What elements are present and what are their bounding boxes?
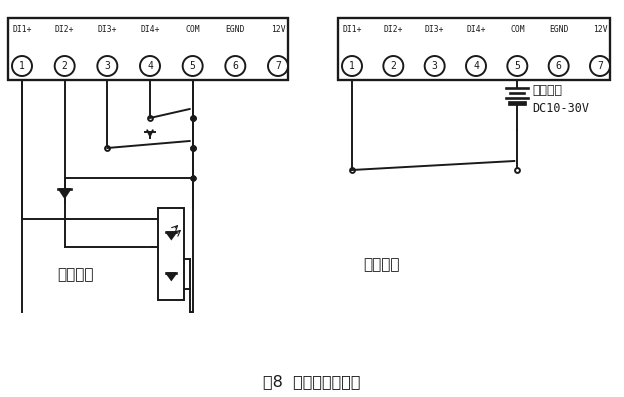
Circle shape: [140, 56, 160, 76]
Circle shape: [590, 56, 610, 76]
Polygon shape: [167, 273, 176, 280]
Text: 3: 3: [432, 61, 437, 71]
Text: COM: COM: [510, 25, 525, 34]
Text: DC10-30V: DC10-30V: [532, 102, 589, 114]
Text: 无源接点: 无源接点: [57, 268, 93, 283]
Circle shape: [97, 56, 117, 76]
Text: 2: 2: [62, 61, 67, 71]
Text: 2: 2: [391, 61, 396, 71]
Text: 7: 7: [275, 61, 281, 71]
Bar: [158, 208, 184, 300]
Polygon shape: [167, 232, 176, 239]
Text: 有源接点: 有源接点: [364, 258, 400, 272]
Text: 1: 1: [349, 61, 355, 71]
Text: DI4+: DI4+: [140, 25, 160, 34]
Circle shape: [548, 56, 568, 76]
Circle shape: [425, 56, 445, 76]
Text: 5: 5: [190, 61, 195, 71]
Text: 4: 4: [473, 61, 479, 71]
Text: 图8  开关量输入连接: 图8 开关量输入连接: [263, 374, 361, 389]
Circle shape: [383, 56, 403, 76]
Text: DI3+: DI3+: [425, 25, 444, 34]
Text: DI3+: DI3+: [97, 25, 117, 34]
Text: COM: COM: [185, 25, 200, 34]
Circle shape: [342, 56, 362, 76]
Text: DI1+: DI1+: [342, 25, 362, 34]
Text: DI2+: DI2+: [384, 25, 403, 34]
Circle shape: [507, 56, 527, 76]
Text: 3: 3: [104, 61, 110, 71]
Text: 12V: 12V: [593, 25, 607, 34]
Text: DI1+: DI1+: [12, 25, 32, 34]
Polygon shape: [59, 189, 71, 197]
Text: 7: 7: [597, 61, 603, 71]
Text: 5: 5: [514, 61, 520, 71]
Text: DI2+: DI2+: [55, 25, 74, 34]
Text: 外给电源: 外给电源: [532, 83, 562, 96]
Text: EGND: EGND: [226, 25, 245, 34]
Text: EGND: EGND: [549, 25, 568, 34]
Text: 4: 4: [147, 61, 153, 71]
Text: 12V: 12V: [271, 25, 285, 34]
Text: 1: 1: [19, 61, 25, 71]
FancyBboxPatch shape: [8, 18, 288, 80]
Circle shape: [183, 56, 203, 76]
Circle shape: [12, 56, 32, 76]
Circle shape: [225, 56, 245, 76]
Circle shape: [466, 56, 486, 76]
Text: 6: 6: [232, 61, 238, 71]
Circle shape: [55, 56, 75, 76]
Text: 6: 6: [556, 61, 562, 71]
Text: DI4+: DI4+: [466, 25, 485, 34]
FancyBboxPatch shape: [338, 18, 610, 80]
Circle shape: [268, 56, 288, 76]
